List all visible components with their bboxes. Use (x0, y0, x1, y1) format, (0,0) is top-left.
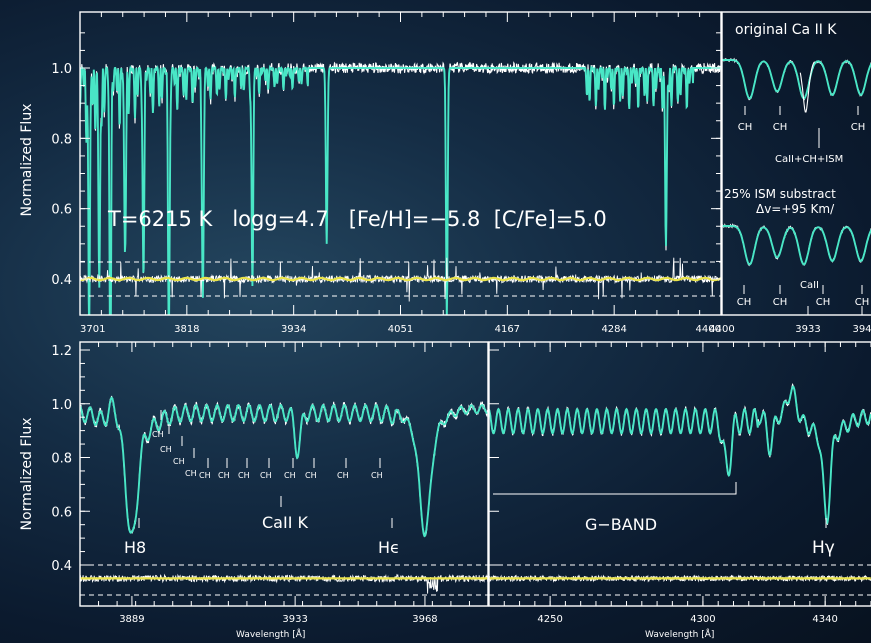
h-gamma-label: Hγ (812, 538, 835, 558)
ch-label: CH (238, 471, 250, 480)
ch-label: CH (185, 469, 197, 478)
bottom-left-model (80, 396, 488, 538)
bottom-left-x-tick-label: 3968 (412, 614, 437, 625)
top-main-frame (79, 11, 722, 316)
bottom-right-x-tick-label: 4340 (812, 614, 837, 625)
top-y-tick-label: 0.8 (51, 132, 72, 147)
inset-axis-ticks: 3933 394 4400 (709, 306, 871, 335)
inset-curves (722, 57, 871, 267)
inset-x-tick-label: 394 (852, 324, 871, 335)
top-residual-observed (80, 257, 721, 302)
ch-label: CH (284, 471, 296, 480)
inset-lower-ch-label: CH (773, 297, 788, 308)
inset-lower-ch-label: CH (816, 297, 831, 308)
stellar-parameters-annotation: T=6215 K logg=4.7 [Fe/H]=−5.8 [C/Fe]=5.0 (107, 207, 607, 231)
top-main-panel: 3701 3818 3934 4051 4167 4284 4400 1.0 0.8 0.6 0.4… (51, 11, 722, 335)
top-y-tick-label: 1.0 (51, 62, 72, 77)
bottom-right-xlabel: Wavelength [Å] (645, 628, 714, 640)
inset-lower-ch-label: CH (737, 297, 752, 308)
bottom-left-y-tick-label: 1.0 (51, 398, 72, 413)
g-band-bracket (493, 482, 737, 495)
bottom-right-x-tick-label: 4300 (690, 614, 715, 625)
caii-k-label: CaII K (262, 513, 309, 532)
inset-lower-model (722, 225, 871, 266)
top-main-axis-ticks: 3701 3818 3934 4051 4167 4284 4400 1.0 0.8 0.6 0.4 (51, 12, 722, 335)
ch-label: CH (218, 471, 230, 480)
ch-label: CH (199, 471, 211, 480)
ch-label: CH (305, 471, 317, 480)
bottom-left-y-tick-label: 0.4 (51, 559, 72, 574)
bottom-right-curves (489, 383, 871, 583)
inset-frame (721, 11, 871, 316)
inset-lower-note: CaII (800, 280, 819, 291)
inset-velocity-note: Δv=+95 Km/ (756, 202, 835, 216)
bottom-left-curves (80, 395, 488, 594)
inset-upper-model (722, 59, 871, 100)
ch-label: CH (260, 471, 272, 480)
inset-title: original Ca II K (735, 22, 837, 38)
top-x-tick-label: 4400 (696, 324, 721, 335)
bottom-left-x-tick-label: 3889 (119, 614, 144, 625)
top-x-tick-label: 3934 (281, 324, 306, 335)
ch-label: CH (160, 445, 172, 454)
top-x-tick-label: 4284 (601, 324, 626, 335)
bottom-left-x-tick-label: 3933 (282, 614, 307, 625)
inset-upper-ch-label: CH (738, 122, 753, 133)
bottom-right-axis-ticks: 4250 4300 4340 (489, 342, 871, 625)
top-main-curves (80, 61, 721, 315)
top-y-tick-label: 0.4 (51, 273, 72, 288)
inset-ism-component (799, 61, 816, 113)
inset-x-tick-label: 3933 (795, 324, 820, 335)
top-residual-model (80, 276, 721, 282)
inset-x-tick-label: 4400 (709, 324, 734, 335)
inset-subtraction-note: 25% ISM substract (724, 187, 836, 201)
bottom-right-observed (489, 383, 871, 525)
inset-lower-ch-label: CH (855, 297, 870, 308)
bottom-left-y-tick-label: 0.6 (51, 505, 72, 520)
h-epsilon-label: Hϵ (378, 538, 400, 557)
bottom-left-axis-ticks: 3889 3933 3968 1.2 1.0 0.8 0.6 0.4 (51, 342, 489, 625)
bottom-left-xlabel: Wavelength [Å] (236, 628, 305, 640)
ch-label: CH (371, 471, 383, 480)
ch-label: CH (152, 430, 164, 439)
top-ylabel: Normalized Flux (19, 104, 35, 217)
h8-label: H8 (124, 538, 146, 557)
top-model-spectrum (80, 64, 721, 315)
bottom-left-y-tick-label: 0.8 (51, 452, 72, 467)
top-x-tick-label: 3818 (174, 324, 199, 335)
ch-label: CH (337, 471, 349, 480)
ch-label: CH (173, 457, 185, 466)
inset-upper-ch-label: CH (851, 122, 866, 133)
bottom-right-panel: 4250 4300 4340 G−BAND Hγ Wavelength [Å] (488, 341, 871, 640)
top-x-tick-label: 4051 (388, 324, 413, 335)
top-x-tick-label: 3701 (80, 324, 105, 335)
top-y-tick-label: 0.6 (51, 203, 72, 218)
inset-upper-note: CaII+CH+ISM (775, 154, 843, 165)
inset-upper-ch-label: CH (773, 122, 788, 133)
top-x-tick-label: 4167 (495, 324, 520, 335)
bottom-left-y-tick-label: 1.2 (51, 344, 72, 359)
bottom-right-model (489, 385, 871, 525)
bottom-ylabel: Normalized Flux (19, 418, 35, 531)
inset-line-labels: CH CH CH CH CH CH CH (737, 106, 870, 308)
g-band-label: G−BAND (585, 515, 657, 534)
bottom-right-x-tick-label: 4250 (537, 614, 562, 625)
bottom-right-frame (488, 341, 871, 607)
